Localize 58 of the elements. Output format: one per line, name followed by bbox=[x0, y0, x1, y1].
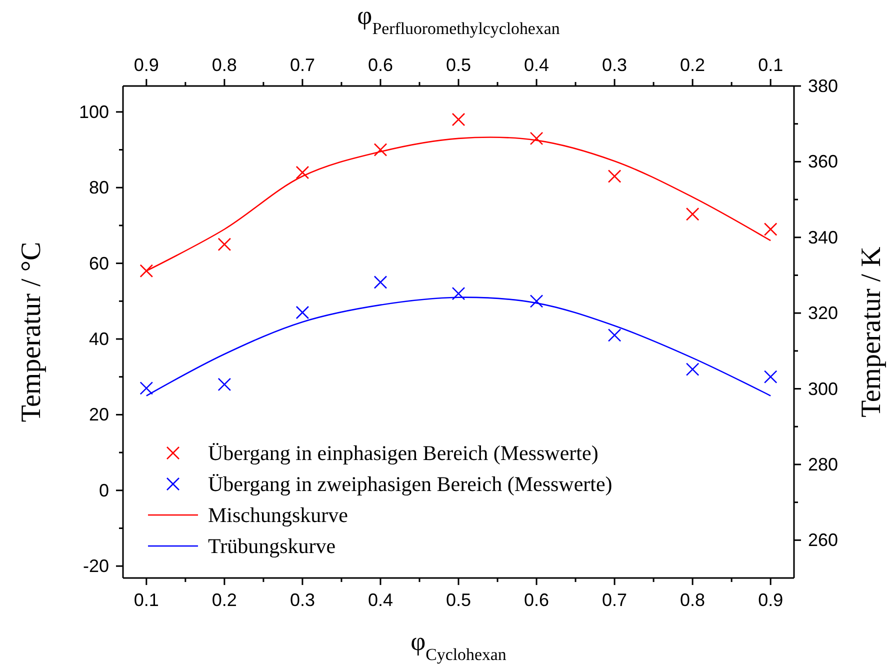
point bbox=[764, 370, 778, 384]
point bbox=[530, 294, 544, 308]
x2-tick-label: 0.6 bbox=[368, 55, 393, 75]
x-tick-label: 0.8 bbox=[680, 590, 706, 610]
x2-tick-label: 0.3 bbox=[602, 55, 628, 75]
y-tick-label: 100 bbox=[78, 102, 109, 122]
point bbox=[608, 328, 622, 342]
point bbox=[686, 362, 700, 376]
y2-tick-label: 260 bbox=[808, 530, 838, 550]
x2-tick-label: 0.8 bbox=[212, 55, 237, 75]
point bbox=[452, 286, 466, 300]
x2-tick-label: 0.7 bbox=[290, 55, 315, 75]
x2-tick-label: 0.5 bbox=[446, 55, 472, 75]
y2-tick-label: 380 bbox=[808, 76, 838, 96]
y2-axis-title: Temperatur / K bbox=[856, 246, 887, 418]
point bbox=[530, 132, 544, 146]
legend-label: Trübungskurve bbox=[208, 534, 336, 558]
point bbox=[218, 238, 232, 252]
x-tick-label: 0.6 bbox=[524, 590, 550, 610]
x2-tick-label: 0.2 bbox=[680, 55, 706, 75]
point bbox=[296, 166, 310, 180]
x-tick-label: 0.3 bbox=[290, 590, 315, 610]
y2-tick-label: 360 bbox=[808, 152, 838, 172]
y-tick-label: 60 bbox=[88, 253, 109, 274]
y-tick-label: 0 bbox=[98, 480, 109, 500]
y2-tick-label: 340 bbox=[808, 227, 838, 248]
x2-tick-label: 0.9 bbox=[134, 55, 159, 75]
y-tick-label: 80 bbox=[88, 178, 109, 198]
y-tick-label: 40 bbox=[88, 329, 109, 349]
y2-tick-label: 280 bbox=[808, 454, 838, 474]
x-tick-label: 0.9 bbox=[758, 590, 784, 610]
point bbox=[374, 143, 388, 156]
x2-tick-label: 0.1 bbox=[758, 55, 784, 75]
point bbox=[686, 207, 700, 221]
point bbox=[608, 170, 622, 183]
point bbox=[296, 306, 310, 320]
x-tick-label: 0.7 bbox=[602, 590, 628, 610]
legend-label: Übergang in zweiphasigen Bereich (Messwerte) bbox=[208, 472, 612, 496]
x2-tick-label: 0.4 bbox=[524, 55, 550, 75]
point bbox=[140, 264, 154, 278]
x-tick-label: 0.2 bbox=[212, 590, 237, 610]
x-tick-label: 0.1 bbox=[134, 590, 159, 610]
y-tick-label: 20 bbox=[88, 404, 109, 425]
legend-label: Übergang in einphasigen Bereich (Messwerte) bbox=[208, 441, 598, 465]
point bbox=[218, 378, 232, 392]
y2-tick-label: 300 bbox=[808, 378, 838, 399]
y-axis-title: Temperatur / °C bbox=[16, 242, 47, 422]
point bbox=[764, 222, 778, 236]
x2-axis-title: φ$_{Perfluoromethylcyclohexan}$ bbox=[357, 1, 560, 38]
point bbox=[452, 112, 466, 126]
legend-label: Mischungskurve bbox=[208, 503, 348, 527]
point bbox=[374, 276, 388, 289]
x-axis-title: φ$_{Cyclohexan}$ bbox=[410, 627, 507, 664]
y2-tick-label: 320 bbox=[808, 303, 838, 324]
y-tick-label: -20 bbox=[82, 556, 109, 576]
point bbox=[140, 382, 154, 395]
x-tick-label: 0.4 bbox=[368, 590, 393, 610]
x-tick-label: 0.5 bbox=[446, 590, 472, 610]
